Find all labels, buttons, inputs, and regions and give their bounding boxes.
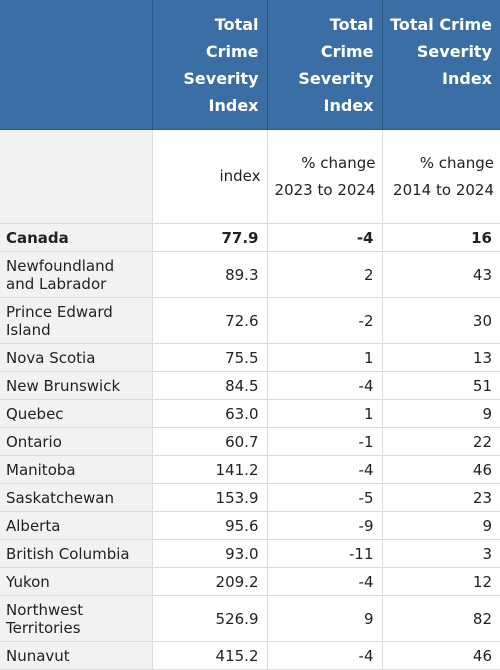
table-row: Nova Scotia 75.5 1 13 bbox=[0, 343, 500, 372]
row-change-1yr: -1 bbox=[267, 427, 383, 456]
row-change-1yr: 1 bbox=[267, 343, 383, 372]
row-change-1yr: -9 bbox=[267, 511, 383, 540]
row-index-value: 95.6 bbox=[152, 511, 268, 540]
row-index-value: 60.7 bbox=[152, 427, 268, 456]
row-change-10yr: 16 bbox=[382, 223, 500, 252]
row-geography: Alberta bbox=[0, 511, 153, 540]
row-index-value: 84.5 bbox=[152, 371, 268, 400]
table-row: Quebec 63.0 1 9 bbox=[0, 399, 500, 428]
subheader-row: index % change 2023 to 2024 % change 201… bbox=[0, 129, 500, 224]
row-change-10yr: 22 bbox=[382, 427, 500, 456]
row-geography: Manitoba bbox=[0, 455, 153, 484]
row-change-10yr: 13 bbox=[382, 343, 500, 372]
row-change-1yr: 2 bbox=[267, 251, 383, 298]
row-change-10yr: 3 bbox=[382, 539, 500, 568]
header-corner-cell bbox=[0, 0, 153, 130]
row-geography: British Columbia bbox=[0, 539, 153, 568]
row-change-1yr: -4 bbox=[267, 641, 383, 670]
row-change-10yr: 82 bbox=[382, 595, 500, 642]
row-index-value: 209.2 bbox=[152, 567, 268, 596]
row-change-10yr: 46 bbox=[382, 641, 500, 670]
header-row: Total Crime Severity Index Total Crime S… bbox=[0, 0, 500, 130]
row-change-10yr: 51 bbox=[382, 371, 500, 400]
row-geography: Newfoundland and Labrador bbox=[0, 251, 153, 298]
row-change-1yr: -2 bbox=[267, 297, 383, 344]
column-header-change-1yr: Total Crime Severity Index bbox=[267, 0, 383, 130]
row-change-1yr: 1 bbox=[267, 399, 383, 428]
subheader-index: index bbox=[152, 129, 268, 224]
row-change-1yr: -4 bbox=[267, 223, 383, 252]
row-index-value: 153.9 bbox=[152, 483, 268, 512]
table-row: Nunavut 415.2 -4 46 bbox=[0, 641, 500, 670]
row-geography: Prince Edward Island bbox=[0, 297, 153, 344]
row-index-value: 72.6 bbox=[152, 297, 268, 344]
row-index-value: 415.2 bbox=[152, 641, 268, 670]
row-geography: Saskatchewan bbox=[0, 483, 153, 512]
row-index-value: 89.3 bbox=[152, 251, 268, 298]
row-change-10yr: 46 bbox=[382, 455, 500, 484]
row-change-10yr: 43 bbox=[382, 251, 500, 298]
table-row: British Columbia 93.0 -11 3 bbox=[0, 539, 500, 568]
column-header-index: Total Crime Severity Index bbox=[152, 0, 268, 130]
row-index-value: 526.9 bbox=[152, 595, 268, 642]
subheader-change-1yr: % change 2023 to 2024 bbox=[267, 129, 383, 224]
table-row: Canada 77.9 -4 16 bbox=[0, 223, 500, 252]
row-index-value: 77.9 bbox=[152, 223, 268, 252]
subheader-corner-cell bbox=[0, 129, 153, 224]
row-change-1yr: 9 bbox=[267, 595, 383, 642]
row-change-10yr: 9 bbox=[382, 399, 500, 428]
table-row: Yukon 209.2 -4 12 bbox=[0, 567, 500, 596]
row-geography: Northwest Territories bbox=[0, 595, 153, 642]
subheader-change-10yr: % change 2014 to 2024 bbox=[382, 129, 500, 224]
row-geography: Nova Scotia bbox=[0, 343, 153, 372]
table-row: Northwest Territories 526.9 9 82 bbox=[0, 595, 500, 642]
row-geography: Ontario bbox=[0, 427, 153, 456]
table-row: Manitoba 141.2 -4 46 bbox=[0, 455, 500, 484]
row-change-1yr: -4 bbox=[267, 371, 383, 400]
row-index-value: 63.0 bbox=[152, 399, 268, 428]
row-geography: Canada bbox=[0, 223, 153, 252]
row-index-value: 141.2 bbox=[152, 455, 268, 484]
row-geography: Quebec bbox=[0, 399, 153, 428]
column-header-change-10yr: Total Crime Severity Index bbox=[382, 0, 500, 130]
table-row: Saskatchewan 153.9 -5 23 bbox=[0, 483, 500, 512]
row-change-10yr: 30 bbox=[382, 297, 500, 344]
row-geography: Nunavut bbox=[0, 641, 153, 670]
row-change-1yr: -5 bbox=[267, 483, 383, 512]
table-row: Alberta 95.6 -9 9 bbox=[0, 511, 500, 540]
row-geography: Yukon bbox=[0, 567, 153, 596]
table-row: Ontario 60.7 -1 22 bbox=[0, 427, 500, 456]
row-change-10yr: 23 bbox=[382, 483, 500, 512]
row-change-1yr: -11 bbox=[267, 539, 383, 568]
table-row: New Brunswick 84.5 -4 51 bbox=[0, 371, 500, 400]
row-change-10yr: 12 bbox=[382, 567, 500, 596]
row-change-10yr: 9 bbox=[382, 511, 500, 540]
row-geography: New Brunswick bbox=[0, 371, 153, 400]
row-change-1yr: -4 bbox=[267, 567, 383, 596]
table-row: Newfoundland and Labrador 89.3 2 43 bbox=[0, 251, 500, 298]
row-change-1yr: -4 bbox=[267, 455, 383, 484]
table-row: Prince Edward Island 72.6 -2 30 bbox=[0, 297, 500, 344]
row-index-value: 93.0 bbox=[152, 539, 268, 568]
row-index-value: 75.5 bbox=[152, 343, 268, 372]
